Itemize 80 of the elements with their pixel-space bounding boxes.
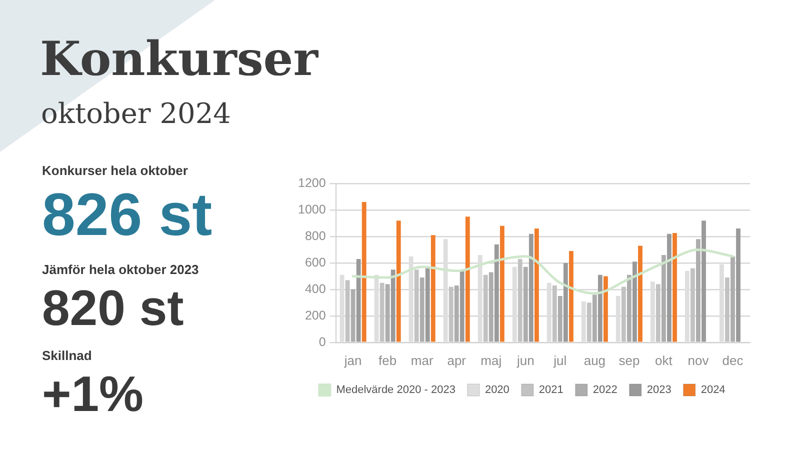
bar (454, 285, 459, 342)
bar (604, 276, 608, 342)
x-tick-label: apr (447, 352, 467, 368)
text: 826 st (42, 180, 212, 249)
bar (465, 216, 470, 342)
bar (667, 234, 672, 342)
bar (523, 266, 528, 342)
bar (656, 284, 660, 342)
chart-subtitle: oktober 2024 (41, 97, 231, 131)
chart-title: Konkurser (40, 32, 318, 88)
bar (725, 278, 730, 342)
text: 820 st (42, 280, 184, 338)
bar (420, 278, 424, 342)
bar (632, 262, 637, 342)
x-tick-label: jan (343, 352, 362, 368)
bar (736, 228, 740, 342)
bar (460, 270, 464, 342)
legend-label: Medelvärde 2020 - 2023 (336, 384, 456, 396)
bar (534, 228, 539, 342)
bar (362, 202, 366, 342)
x-tick-label: maj (480, 352, 502, 368)
bar (390, 270, 396, 342)
y-tick-label: 600 (304, 255, 326, 270)
bar (552, 285, 557, 342)
bar (430, 235, 436, 342)
bar (528, 234, 534, 342)
bar (488, 272, 494, 342)
y-tick-label: 1000 (298, 202, 326, 216)
text: Jämför hela oktober 2023 (42, 262, 199, 278)
text: Skillnad (42, 348, 92, 364)
bar (494, 244, 499, 342)
y-tick-label: 0 (318, 334, 326, 349)
x-tick-label: jul (552, 352, 567, 368)
x-tick-label: okt (655, 352, 673, 368)
legend-label: 2022 (592, 384, 618, 396)
bar (586, 302, 592, 342)
bar (730, 256, 735, 342)
bar (356, 258, 361, 342)
bar (414, 270, 419, 342)
bar (425, 268, 430, 342)
bar (592, 294, 597, 342)
bar (621, 286, 626, 342)
legend-label: 2021 (538, 384, 564, 396)
bar (563, 262, 568, 342)
x-tick-label: mar (410, 352, 434, 368)
x-tick-label: aug (584, 352, 606, 368)
bar (345, 280, 350, 342)
x-tick-label: nov (688, 352, 710, 368)
y-tick-label: 200 (304, 308, 326, 322)
bar (598, 274, 602, 342)
bar (385, 284, 390, 342)
legend-label: 2023 (646, 384, 672, 396)
bar (702, 220, 706, 342)
bar (626, 274, 632, 342)
text: +1% (42, 366, 144, 424)
y-tick-label: 1200 (298, 176, 326, 190)
bar (690, 268, 695, 342)
y-tick-label: 400 (304, 282, 326, 296)
bar (500, 226, 504, 342)
x-tick-label: feb (378, 352, 397, 368)
bar (696, 239, 700, 342)
line-series (352, 248, 734, 295)
bar (672, 233, 677, 342)
bar (380, 282, 384, 342)
legend-label: 2020 (484, 384, 510, 396)
bar (638, 246, 642, 342)
text: Konkurser hela oktober (42, 163, 188, 179)
bar (558, 296, 562, 342)
bar (483, 274, 488, 342)
bar (448, 286, 454, 342)
bar (350, 289, 356, 342)
bar (518, 258, 522, 342)
bar (569, 251, 574, 342)
bar (396, 220, 401, 342)
x-tick-label: jun (516, 352, 534, 368)
x-tick-label: sep (618, 352, 640, 368)
bar (662, 255, 666, 342)
y-tick-label: 800 (304, 228, 326, 243)
x-tick-label: dec (722, 352, 744, 368)
legend-label: 2024 (700, 384, 726, 396)
